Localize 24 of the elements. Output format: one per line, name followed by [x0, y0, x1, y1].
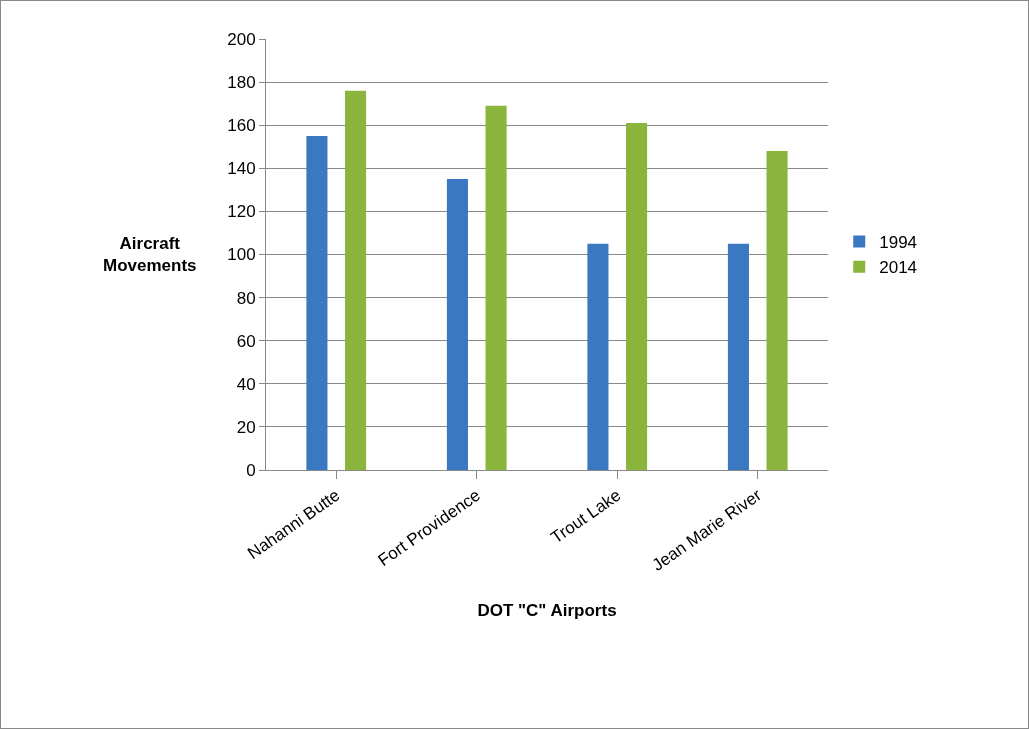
bar [587, 243, 609, 470]
y-tick-label: 100 [227, 245, 256, 265]
y-tick-label: 20 [236, 417, 256, 437]
bar [766, 151, 788, 470]
bar [306, 135, 328, 470]
y-tick-label: 80 [236, 288, 256, 308]
y-tick-label: 180 [227, 73, 256, 93]
bar [626, 123, 648, 470]
y-tick-label: 60 [236, 331, 256, 351]
y-tick-label: 40 [236, 374, 256, 394]
y-tick-label: 200 [227, 29, 256, 49]
y-tick-label: 160 [227, 116, 256, 136]
y-tick-label: 120 [227, 202, 256, 222]
bar [727, 243, 749, 470]
y-tick-label: 140 [227, 159, 256, 179]
bar [485, 105, 507, 470]
y-axis-title: Aircraft Movements [103, 234, 197, 276]
legend-label: 1994 [879, 233, 918, 253]
x-axis-title: DOT "C" Airports [477, 601, 617, 621]
bar [345, 90, 367, 470]
x-tick-label: Trout Lake [547, 485, 625, 548]
bar [446, 179, 468, 470]
legend-label: 2014 [879, 258, 918, 278]
y-tick-label: 0 [246, 460, 256, 480]
